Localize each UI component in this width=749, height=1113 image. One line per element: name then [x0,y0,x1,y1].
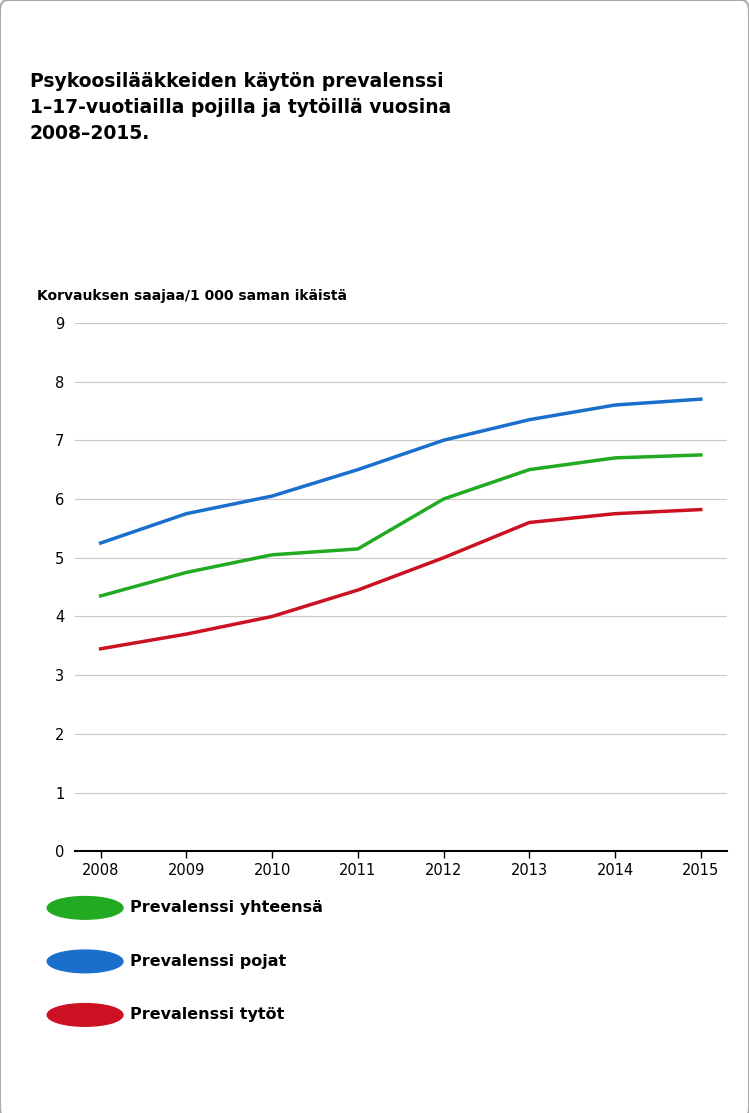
Text: Prevalenssi pojat: Prevalenssi pojat [130,954,286,969]
Circle shape [47,951,123,973]
Text: Prevalenssi yhteensä: Prevalenssi yhteensä [130,900,323,915]
Text: Korvauksen saajaa/1 000 saman ikäistä: Korvauksen saajaa/1 000 saman ikäistä [37,289,347,303]
Text: Prevalenssi tytöt: Prevalenssi tytöt [130,1007,285,1023]
Circle shape [47,897,123,919]
Circle shape [47,1004,123,1026]
Text: Psykoosilääkkeiden käytön prevalenssi
1–17-vuotiailla pojilla ja tytöillä vuosin: Psykoosilääkkeiden käytön prevalenssi 1–… [30,72,451,142]
Text: KUVIO 2.: KUVIO 2. [25,27,123,46]
